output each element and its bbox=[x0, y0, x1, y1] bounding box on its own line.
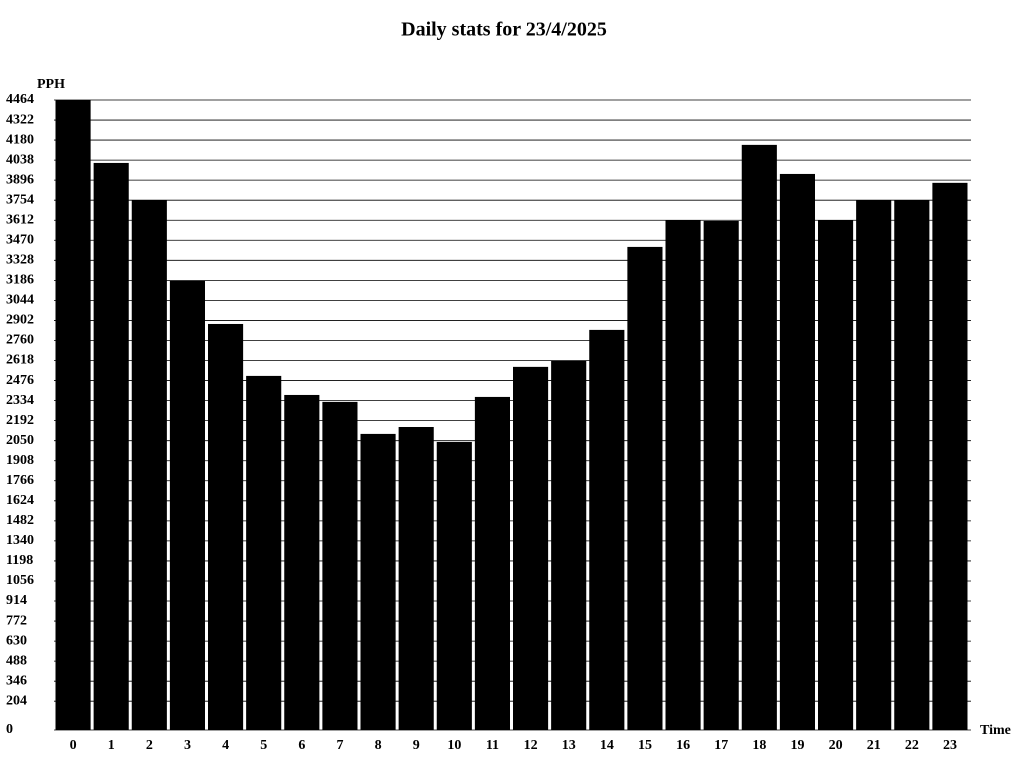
y-tick-label: 1198 bbox=[6, 553, 33, 568]
bar bbox=[894, 200, 930, 731]
x-tick-label: 12 bbox=[524, 738, 538, 753]
x-tick-label: 17 bbox=[714, 738, 728, 753]
y-tick-label: 204 bbox=[6, 693, 27, 708]
bar bbox=[779, 173, 815, 731]
y-tick-label: 2902 bbox=[6, 313, 34, 328]
x-tick-label: 20 bbox=[829, 738, 843, 753]
x-tick-label: 16 bbox=[676, 738, 690, 753]
y-tick-label: 772 bbox=[6, 613, 27, 628]
bar bbox=[665, 220, 701, 730]
x-tick-label: 6 bbox=[298, 738, 305, 753]
bar bbox=[932, 182, 968, 730]
x-tick-label: 15 bbox=[638, 738, 652, 753]
x-tick-label: 13 bbox=[562, 738, 576, 753]
y-tick-label: 1908 bbox=[6, 453, 34, 468]
y-tick-label: 4038 bbox=[6, 152, 34, 167]
bar bbox=[703, 220, 739, 731]
y-tick-label: 630 bbox=[6, 633, 27, 648]
y-tick-label: 2618 bbox=[6, 353, 34, 368]
y-tick-label: 1056 bbox=[6, 573, 34, 588]
x-tick-label: 5 bbox=[260, 738, 267, 753]
x-tick-label: 11 bbox=[486, 738, 499, 753]
y-tick-label: 3044 bbox=[6, 293, 34, 308]
bar bbox=[93, 162, 129, 730]
bar bbox=[55, 100, 91, 730]
x-tick-label: 4 bbox=[222, 738, 229, 753]
y-tick-label: 2334 bbox=[6, 393, 34, 408]
y-tick-label: 3470 bbox=[6, 233, 34, 248]
y-tick-label: 1482 bbox=[6, 513, 34, 528]
bar bbox=[741, 144, 777, 730]
y-axis-label: PPH bbox=[37, 77, 65, 92]
bar bbox=[589, 329, 625, 730]
y-tick-label: 2476 bbox=[6, 373, 34, 388]
bar bbox=[436, 441, 472, 730]
bar bbox=[627, 246, 663, 730]
x-axis-label: Time bbox=[980, 723, 1011, 738]
x-tick-label: 23 bbox=[943, 738, 957, 753]
y-tick-label: 2192 bbox=[6, 413, 34, 428]
bar bbox=[818, 220, 854, 730]
bar bbox=[513, 366, 549, 730]
x-tick-label: 21 bbox=[867, 738, 881, 753]
y-tick-label: 4180 bbox=[6, 132, 34, 147]
bar bbox=[322, 401, 358, 730]
x-tick-label: 7 bbox=[336, 738, 343, 753]
bar bbox=[131, 200, 167, 731]
y-tick-label: 3612 bbox=[6, 212, 34, 227]
bar bbox=[246, 375, 282, 730]
y-tick-label: 1624 bbox=[6, 493, 34, 508]
chart-title: Daily stats for 23/4/2025 bbox=[401, 19, 607, 41]
x-tick-label: 2 bbox=[146, 738, 153, 753]
x-tick-label: 0 bbox=[70, 738, 77, 753]
bar bbox=[208, 323, 244, 730]
y-tick-label: 3328 bbox=[6, 253, 34, 268]
y-tick-label: 346 bbox=[6, 673, 27, 688]
x-tick-label: 8 bbox=[375, 738, 382, 753]
bar bbox=[398, 426, 434, 730]
y-tick-label: 914 bbox=[6, 593, 27, 608]
y-tick-label: 1340 bbox=[6, 533, 34, 548]
bar bbox=[856, 200, 892, 731]
bar bbox=[474, 396, 510, 730]
y-tick-label: 2760 bbox=[6, 333, 34, 348]
y-tick-label: 3186 bbox=[6, 273, 34, 288]
y-tick-label: 488 bbox=[6, 653, 27, 668]
y-tick-label: 1766 bbox=[6, 473, 34, 488]
y-tick-label: 0 bbox=[6, 722, 13, 737]
x-tick-label: 3 bbox=[184, 738, 191, 753]
x-tick-label: 19 bbox=[790, 738, 804, 753]
bar bbox=[360, 433, 396, 730]
x-tick-label: 14 bbox=[600, 738, 614, 753]
bar bbox=[284, 394, 320, 730]
bar bbox=[551, 360, 587, 730]
x-tick-label: 18 bbox=[752, 738, 766, 753]
x-tick-label: 9 bbox=[413, 738, 420, 753]
bar bbox=[169, 280, 205, 730]
y-tick-label: 2050 bbox=[6, 433, 34, 448]
y-tick-label: 3754 bbox=[6, 192, 34, 207]
x-tick-label: 1 bbox=[108, 738, 115, 753]
y-tick-label: 3896 bbox=[6, 172, 34, 187]
x-tick-label: 22 bbox=[905, 738, 919, 753]
y-tick-label: 4322 bbox=[6, 112, 34, 127]
y-tick-label: 4464 bbox=[6, 92, 34, 107]
x-tick-label: 10 bbox=[447, 738, 461, 753]
